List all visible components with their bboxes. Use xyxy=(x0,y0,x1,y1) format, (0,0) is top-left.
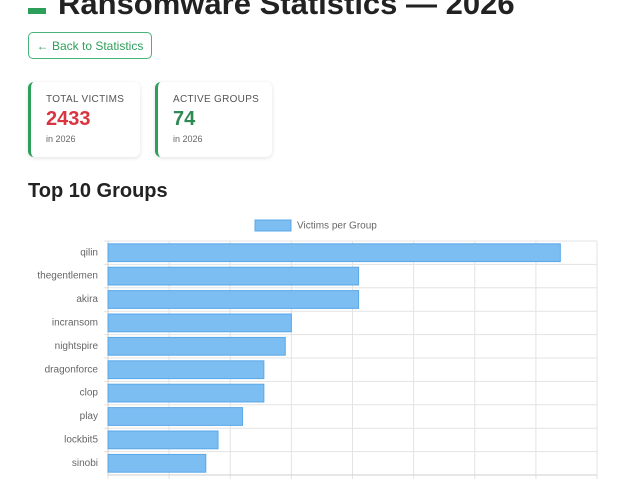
legend-label: Victims per Group xyxy=(297,221,377,232)
bar xyxy=(107,453,207,473)
stat-label: ACTIVE GROUPS xyxy=(173,94,260,105)
chart: Victims per Group qilin thegentlemen akira i… xyxy=(37,219,598,479)
stat-note: in 2026 xyxy=(46,134,76,144)
stat-card: TOTAL VICTIMS 2433 in 2026 xyxy=(28,82,140,157)
bar xyxy=(107,313,292,333)
page-title: Ransomware Statistics — 2026 xyxy=(28,0,515,22)
y-tick-label: incransom xyxy=(52,318,98,329)
bar xyxy=(107,383,265,403)
back-link[interactable]: ← Back to Statistics xyxy=(28,32,152,59)
stat-note: in 2026 xyxy=(173,134,203,144)
y-tick-label: nightspire xyxy=(55,341,99,352)
y-tick-label: qilin xyxy=(80,247,98,258)
y-tick-label: thegentlemen xyxy=(37,271,98,282)
stat-card: ACTIVE GROUPS 74 in 2026 xyxy=(155,82,272,157)
bar xyxy=(107,360,265,380)
bar xyxy=(107,290,360,309)
bar xyxy=(107,407,243,426)
bar xyxy=(107,430,219,450)
stat-label: TOTAL VICTIMS xyxy=(46,94,125,105)
title-icon xyxy=(28,8,46,14)
y-tick-label: play xyxy=(80,411,98,422)
bar xyxy=(107,336,286,356)
y-tick-label: lockbit5 xyxy=(64,435,98,446)
bar xyxy=(107,243,561,263)
y-tick-label: dragonforce xyxy=(45,364,99,375)
title-text: Ransomware Statistics — 2026 xyxy=(58,0,515,21)
stat-value: 2433 xyxy=(46,108,91,130)
stat-value: 74 xyxy=(173,108,196,130)
y-tick-label: sinobi xyxy=(72,458,98,469)
bar xyxy=(107,266,360,286)
y-tick-label: clop xyxy=(80,388,99,399)
section-title: Top 10 Groups xyxy=(28,180,168,202)
y-tick-label: akira xyxy=(76,294,98,305)
legend-swatch xyxy=(254,219,292,232)
